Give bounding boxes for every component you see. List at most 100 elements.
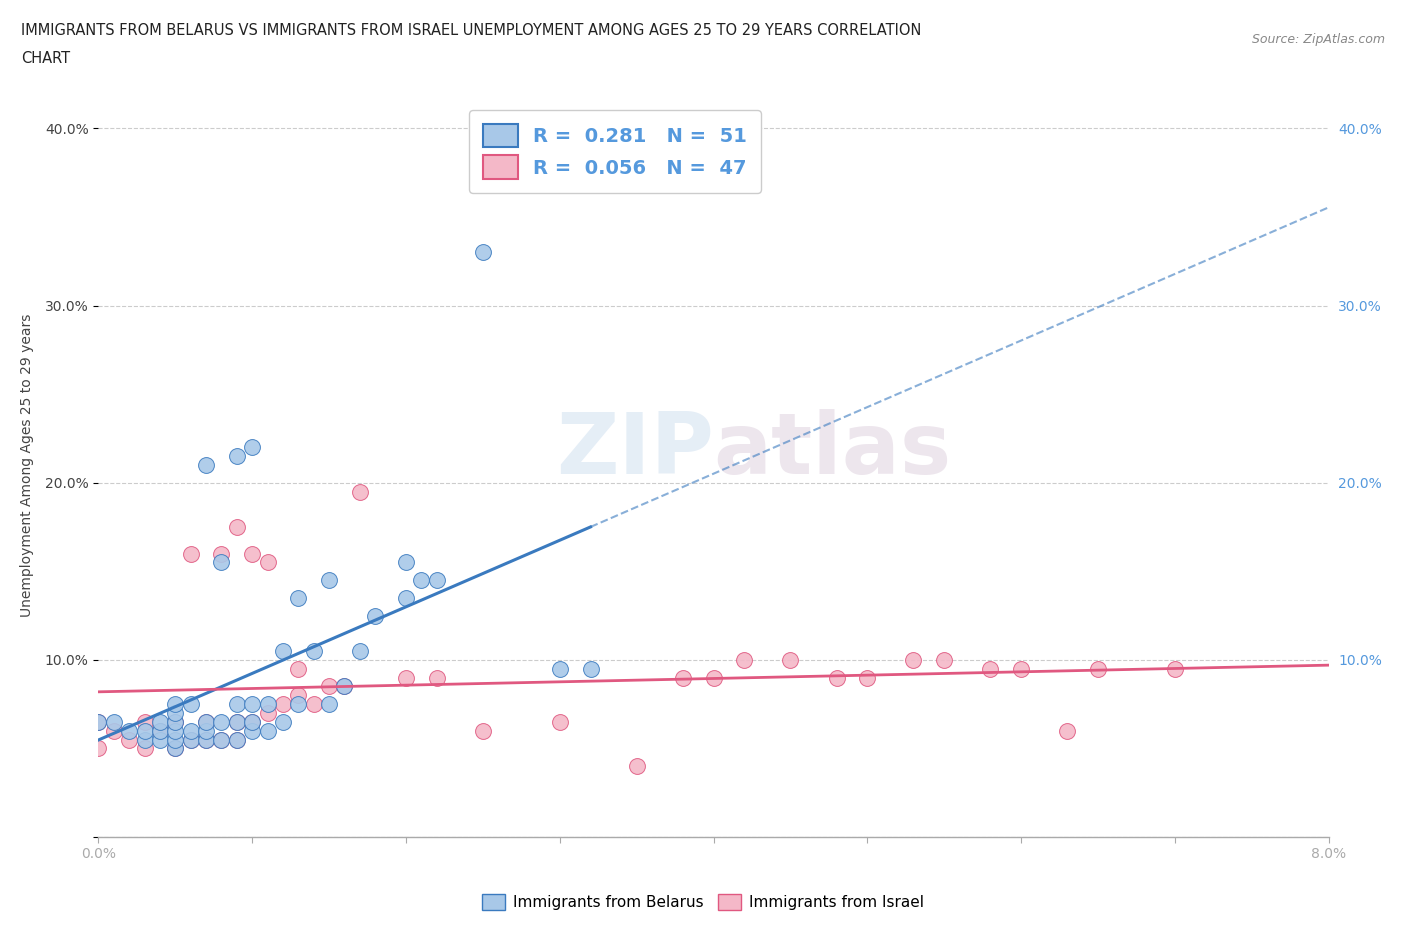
Y-axis label: Unemployment Among Ages 25 to 29 years: Unemployment Among Ages 25 to 29 years	[20, 313, 34, 617]
Legend: Immigrants from Belarus, Immigrants from Israel: Immigrants from Belarus, Immigrants from…	[474, 886, 932, 918]
Point	[180, 724, 202, 738]
Point	[165, 706, 187, 721]
Point	[903, 653, 925, 668]
Point	[165, 714, 187, 729]
Point	[934, 653, 956, 668]
Point	[225, 448, 247, 463]
Point	[703, 671, 725, 685]
Point	[165, 741, 187, 756]
Point	[287, 697, 309, 711]
Point	[118, 724, 141, 738]
Point	[211, 714, 233, 729]
Point	[195, 732, 218, 747]
Point	[333, 679, 356, 694]
Point	[195, 732, 218, 747]
Point	[118, 732, 141, 747]
Text: Source: ZipAtlas.com: Source: ZipAtlas.com	[1251, 33, 1385, 46]
Point	[195, 714, 218, 729]
Point	[271, 714, 294, 729]
Point	[271, 697, 294, 711]
Point	[180, 697, 202, 711]
Point	[672, 671, 695, 685]
Point	[225, 732, 247, 747]
Point	[195, 714, 218, 729]
Point	[411, 573, 433, 588]
Point	[134, 714, 156, 729]
Point	[1056, 724, 1078, 738]
Point	[626, 759, 648, 774]
Point	[134, 732, 156, 747]
Point	[733, 653, 755, 668]
Point	[256, 706, 278, 721]
Point	[211, 555, 233, 570]
Point	[856, 671, 879, 685]
Point	[195, 724, 218, 738]
Point	[225, 714, 247, 729]
Point	[165, 697, 187, 711]
Point	[149, 724, 172, 738]
Point	[579, 661, 602, 676]
Text: ZIP: ZIP	[555, 408, 714, 492]
Point	[134, 741, 156, 756]
Point	[180, 546, 202, 561]
Point	[180, 732, 202, 747]
Point	[165, 724, 187, 738]
Point	[548, 661, 571, 676]
Point	[1087, 661, 1109, 676]
Point	[979, 661, 1001, 676]
Point	[256, 724, 278, 738]
Point	[165, 741, 187, 756]
Point	[240, 714, 263, 729]
Point	[149, 724, 172, 738]
Point	[548, 714, 571, 729]
Point	[333, 679, 356, 694]
Point	[471, 724, 494, 738]
Point	[165, 732, 187, 747]
Point	[195, 458, 218, 472]
Point	[240, 697, 263, 711]
Text: CHART: CHART	[21, 51, 70, 66]
Point	[211, 546, 233, 561]
Point	[225, 714, 247, 729]
Point	[471, 245, 494, 259]
Point	[426, 573, 449, 588]
Point	[240, 714, 263, 729]
Point	[149, 732, 172, 747]
Point	[103, 724, 125, 738]
Point	[318, 679, 340, 694]
Point	[287, 688, 309, 703]
Point	[225, 697, 247, 711]
Text: IMMIGRANTS FROM BELARUS VS IMMIGRANTS FROM ISRAEL UNEMPLOYMENT AMONG AGES 25 TO : IMMIGRANTS FROM BELARUS VS IMMIGRANTS FR…	[21, 23, 921, 38]
Point	[87, 714, 110, 729]
Point	[318, 697, 340, 711]
Point	[825, 671, 848, 685]
Point	[302, 644, 325, 658]
Point	[240, 546, 263, 561]
Point	[779, 653, 801, 668]
Point	[165, 714, 187, 729]
Point	[225, 520, 247, 535]
Text: atlas: atlas	[714, 408, 952, 492]
Point	[211, 732, 233, 747]
Point	[395, 591, 418, 605]
Point	[256, 555, 278, 570]
Point	[149, 714, 172, 729]
Point	[287, 661, 309, 676]
Point	[318, 573, 340, 588]
Point	[87, 714, 110, 729]
Point	[395, 671, 418, 685]
Point	[349, 485, 371, 499]
Point	[103, 714, 125, 729]
Point	[395, 555, 418, 570]
Point	[134, 724, 156, 738]
Point	[240, 440, 263, 455]
Legend: R =  0.281   N =  51, R =  0.056   N =  47: R = 0.281 N = 51, R = 0.056 N = 47	[470, 110, 761, 193]
Point	[240, 724, 263, 738]
Point	[225, 732, 247, 747]
Point	[349, 644, 371, 658]
Point	[271, 644, 294, 658]
Point	[87, 741, 110, 756]
Point	[256, 697, 278, 711]
Point	[1164, 661, 1187, 676]
Point	[287, 591, 309, 605]
